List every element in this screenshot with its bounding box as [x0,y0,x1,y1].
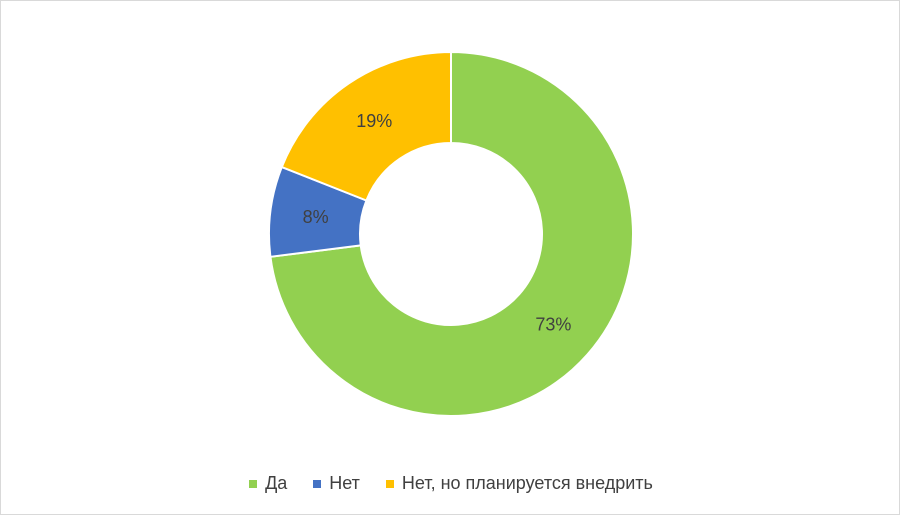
donut-slices [268,50,634,417]
donut-slice-yes [269,50,634,417]
slice-label-yes: 73% [535,314,571,334]
slice-label-planned: 19% [356,111,392,131]
legend-swatch-yes [249,479,258,488]
legend-swatch-no [313,479,322,488]
donut-slice-labels: 73% 8% 19% [303,111,572,334]
legend-label-yes: Да [265,473,288,493]
slice-label-no: 8% [303,207,329,227]
legend-label-no: Нет [329,473,360,493]
legend-item-no: Нет [313,473,360,494]
chart-legend: Да Нет Нет, но планируется внедрить [1,473,900,494]
legend-swatch-planned [385,479,394,488]
legend-item-planned: Нет, но планируется внедрить [385,473,653,494]
donut-slice-planned [280,50,452,202]
legend-label-planned: Нет, но планируется внедрить [401,473,653,493]
legend-item-yes: Да [249,473,287,494]
